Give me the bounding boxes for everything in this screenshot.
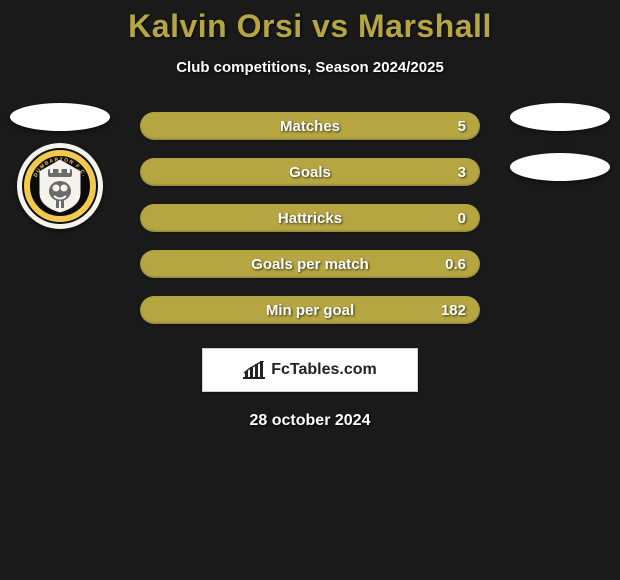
stat-label: Min per goal xyxy=(140,296,480,324)
player-left-column: DUMBARTON F.C. xyxy=(10,103,110,229)
stat-label: Goals per match xyxy=(140,250,480,278)
stat-value: 0 xyxy=(458,204,466,232)
date-text: 28 october 2024 xyxy=(0,412,620,430)
player-right-column xyxy=(510,103,610,181)
player-right-placeholder-ellipse-2 xyxy=(510,153,610,181)
source-logo-text: FcTables.com xyxy=(271,361,377,379)
player-right-placeholder-ellipse-1 xyxy=(510,103,610,131)
stat-label: Matches xyxy=(140,112,480,140)
stat-bar-matches: Matches 5 xyxy=(140,112,480,140)
stat-bar-goals: Goals 3 xyxy=(140,158,480,186)
club-crest-left: DUMBARTON F.C. xyxy=(17,143,103,229)
stat-bar-min-per-goal: Min per goal 182 xyxy=(140,296,480,324)
player-left-placeholder-ellipse xyxy=(10,103,110,131)
bar-chart-icon xyxy=(243,361,265,379)
page-title: Kalvin Orsi vs Marshall xyxy=(0,8,620,45)
stat-value: 3 xyxy=(458,158,466,186)
stat-bar-hattricks: Hattricks 0 xyxy=(140,204,480,232)
shield-icon: DUMBARTON F.C. xyxy=(21,147,99,225)
stat-bar-goals-per-match: Goals per match 0.6 xyxy=(140,250,480,278)
stats-area: DUMBARTON F.C. Matches 5 Goals 3 Hattric… xyxy=(0,112,620,324)
stat-value: 182 xyxy=(441,296,466,324)
stat-value: 0.6 xyxy=(445,250,466,278)
stat-label: Hattricks xyxy=(140,204,480,232)
source-logo-box: FcTables.com xyxy=(202,348,418,392)
stat-label: Goals xyxy=(140,158,480,186)
infographic-root: Kalvin Orsi vs Marshall Club competition… xyxy=(0,0,620,430)
stat-value: 5 xyxy=(458,112,466,140)
subtitle: Club competitions, Season 2024/2025 xyxy=(0,59,620,76)
